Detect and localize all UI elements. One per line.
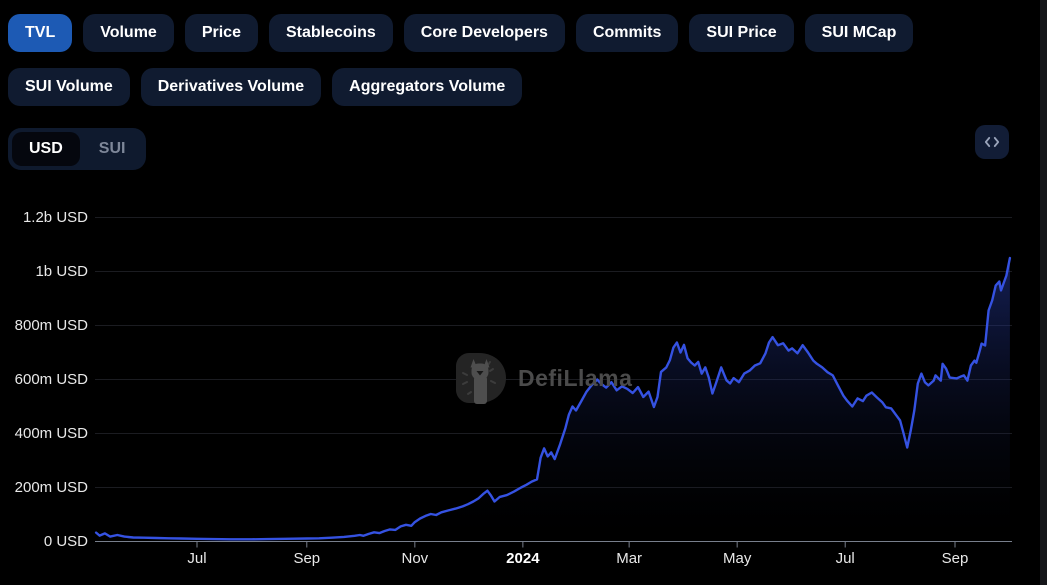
tab-price[interactable]: Price [184,14,258,52]
tab-core-developers[interactable]: Core Developers [403,14,565,52]
y-axis-label: 1.2b USD [22,208,88,226]
tab-volume[interactable]: Volume [83,14,174,52]
x-axis-label: Nov [401,550,429,567]
x-axis-label: Jul [835,550,855,567]
metric-tabs-row-2: SUI Volume Derivatives Volume Aggregator… [8,68,1047,106]
tab-aggregators-volume[interactable]: Aggregators Volume [332,68,523,106]
x-axis-label: Sep [941,550,969,567]
currency-toggle: USD SUI [8,128,147,170]
currency-option-sui[interactable]: SUI [82,132,143,166]
chart-controls: USD SUI [8,125,1047,170]
x-axis-label: 2024 [506,550,540,567]
y-axis-label: 600m USD [14,370,88,388]
tab-tvl[interactable]: TVL [8,14,73,52]
y-axis-label: 400m USD [14,424,88,442]
metric-tabs-row-1: TVL Volume Price Stablecoins Core Develo… [8,0,1047,52]
code-embed-icon [984,136,1000,148]
tab-sui-volume[interactable]: SUI Volume [8,68,130,106]
x-axis-label: Jul [187,550,207,567]
tab-commits[interactable]: Commits [575,14,679,52]
embed-chart-button[interactable] [975,125,1009,159]
x-axis-label: May [722,550,752,567]
tab-sui-price[interactable]: SUI Price [689,14,794,52]
tab-derivatives-volume[interactable]: Derivatives Volume [140,68,322,106]
x-axis-label: Mar [616,550,643,567]
tvl-area-fill [96,258,1010,542]
x-axis-label: Sep [293,550,321,567]
y-axis-label: 200m USD [14,478,88,496]
currency-option-usd[interactable]: USD [12,132,80,166]
tvl-line [94,256,1012,541]
y-axis-label: 0 USD [43,532,88,550]
scrollbar[interactable] [1040,0,1047,585]
y-axis-label: 1b USD [35,262,88,280]
tab-stablecoins[interactable]: Stablecoins [268,14,393,52]
y-axis-label: 800m USD [14,316,88,334]
tab-sui-mcap[interactable]: SUI MCap [804,14,914,52]
